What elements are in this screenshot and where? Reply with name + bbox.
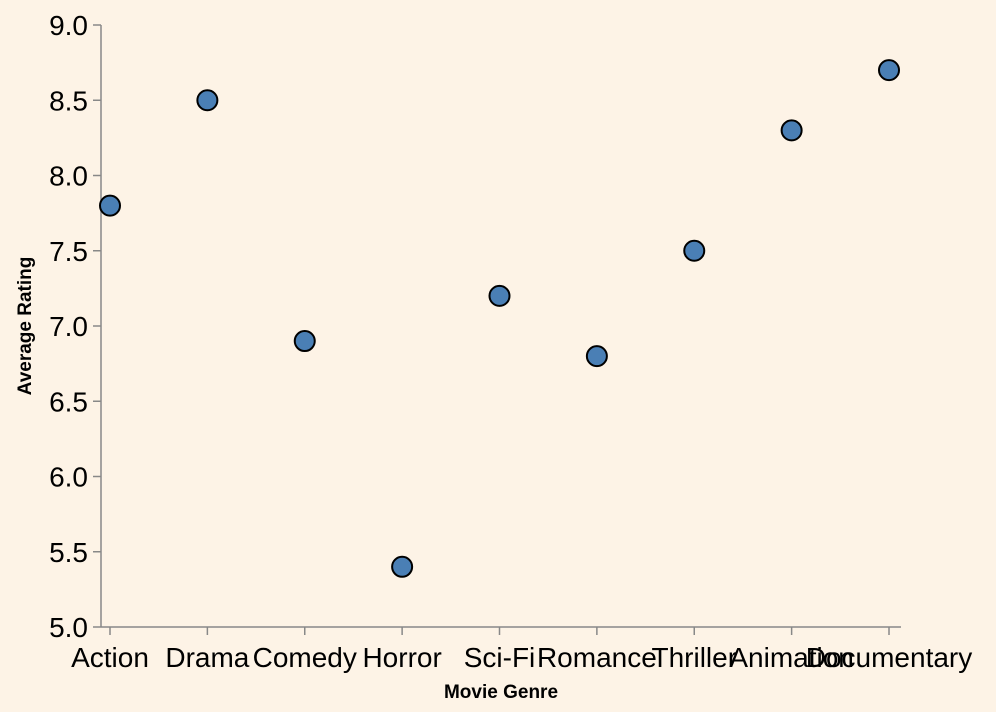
- data-point[interactable]: [878, 59, 900, 82]
- y-tick-label: 6.0: [49, 462, 88, 493]
- x-tick-label: Action: [71, 642, 149, 673]
- data-point[interactable]: [683, 239, 706, 262]
- data-point[interactable]: [391, 555, 414, 578]
- y-tick-label: 8.5: [49, 85, 88, 116]
- data-point[interactable]: [488, 284, 511, 307]
- y-axis-title: Average Rating: [15, 257, 36, 396]
- data-points: [99, 59, 900, 578]
- y-tick-label: 8.0: [49, 161, 88, 192]
- x-tick-label: Horror: [362, 642, 441, 673]
- x-tick-label: Comedy: [253, 642, 357, 673]
- y-tick-label: 7.5: [49, 236, 88, 267]
- data-point[interactable]: [585, 345, 608, 368]
- y-tick-label: 5.5: [49, 537, 88, 568]
- x-tick-label: Thriller: [651, 642, 737, 673]
- data-point[interactable]: [196, 89, 219, 112]
- y-tick-label: 6.5: [49, 386, 88, 417]
- x-tick-label: Romance: [537, 642, 657, 673]
- y-axis: 5.0 5.5 6.0 6.5 7.0 7.5 8.0 8.5 9.0: [49, 10, 102, 643]
- data-point[interactable]: [780, 119, 803, 142]
- y-tick-label: 9.0: [49, 10, 88, 41]
- x-tick-label: Drama: [165, 642, 249, 673]
- x-tick-label: Documentary: [806, 642, 973, 673]
- data-point[interactable]: [293, 330, 316, 353]
- y-tick-label: 5.0: [49, 612, 88, 643]
- data-point[interactable]: [99, 194, 121, 217]
- x-tick-label: Sci-Fi: [464, 642, 536, 673]
- x-tick-label: Animation: [729, 642, 854, 673]
- x-axis: Action Drama Comedy Horror Sci-Fi RomanceThri…: [71, 626, 973, 673]
- x-axis-title: Movie Genre: [444, 682, 558, 703]
- y-tick-label: 7.0: [49, 311, 88, 342]
